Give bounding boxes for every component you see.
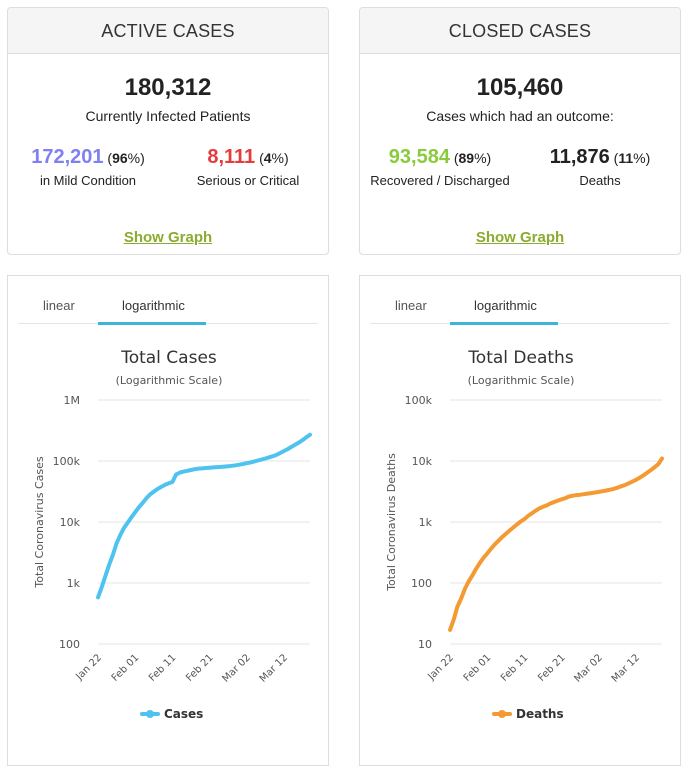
- x-tick-label: Feb 11: [499, 652, 531, 684]
- serious-value: 8,111: [207, 146, 256, 168]
- legend-label[interactable]: Deaths: [516, 707, 564, 721]
- total-cases-chart: Total Cases (Logarithmic Scale) 100 1k 10k 10…: [33, 348, 312, 721]
- closed-cases-header: CLOSED CASES: [360, 8, 680, 54]
- x-tick-label: Mar 12: [610, 652, 642, 684]
- mild-value: 172,201: [31, 146, 104, 168]
- y-tick-label: 100: [411, 577, 432, 590]
- y-tick-label: 100k: [53, 455, 81, 468]
- total-deaths-chart: Total Deaths (Logarithmic Scale) 10 100 1k 10…: [385, 348, 664, 721]
- y-axis-label: Total Coronavirus Cases: [33, 456, 46, 589]
- active-tab-indicator: [98, 322, 206, 325]
- active-total-label: Currently Infected Patients: [85, 108, 251, 124]
- x-tick-label: Feb 01: [110, 652, 142, 684]
- tab-logarithmic[interactable]: logarithmic: [122, 298, 185, 313]
- serious-label: Serious or Critical: [196, 173, 300, 188]
- y-tick-label: 100k: [405, 394, 433, 407]
- legend-label[interactable]: Cases: [164, 707, 203, 721]
- chart-title: Total Cases: [120, 348, 217, 368]
- x-tick-label: Mar 02: [221, 652, 253, 684]
- closed-cases-panel: CLOSED CASES 105,460 Cases which had an …: [359, 7, 681, 255]
- x-tick-label: Jan 22: [425, 652, 456, 683]
- x-tick-label: Jan 22: [73, 652, 104, 683]
- closed-total-label: Cases which had an outcome:: [426, 108, 614, 124]
- x-tick-label: Mar 12: [258, 652, 290, 684]
- recovered-label: Recovered / Discharged: [370, 173, 510, 188]
- chart-subtitle: (Logarithmic Scale): [468, 374, 575, 387]
- tab-linear[interactable]: linear: [395, 298, 427, 313]
- total-cases-chart-panel: linear logarithmic Total Cases (Logarithm…: [7, 275, 329, 766]
- total-deaths-chart-panel: linear logarithmic Total Deaths (Logarith…: [359, 275, 681, 766]
- chart-subtitle: (Logarithmic Scale): [116, 374, 223, 387]
- closed-total: 105,460: [476, 74, 564, 101]
- legend-marker: [146, 710, 154, 718]
- y-tick-label: 1k: [67, 577, 81, 590]
- recovered-value: 93,584: [388, 146, 450, 168]
- active-cases-header: ACTIVE CASES: [8, 8, 328, 54]
- deaths-percent: 11: [618, 150, 634, 166]
- y-tick-label: 100: [59, 638, 80, 651]
- legend-marker: [498, 710, 506, 718]
- mild-label: in Mild Condition: [39, 173, 137, 188]
- active-total: 180,312: [124, 74, 212, 101]
- mild-percent: 96: [112, 150, 128, 166]
- x-tick-label: Mar 02: [573, 652, 605, 684]
- y-tick-label: 1k: [419, 516, 433, 529]
- active-show-graph-link[interactable]: Show Graph: [123, 229, 213, 246]
- scale-tabs: linear logarithmic: [18, 276, 318, 325]
- deaths-stat: 11,876 (11%) Deaths: [520, 146, 680, 188]
- closed-show-graph-link[interactable]: Show Graph: [475, 229, 565, 246]
- recovered-stat: 93,584 (89%) Recovered / Discharged: [360, 146, 520, 188]
- y-tick-label: 10k: [412, 455, 433, 468]
- x-tick-label: Feb 01: [462, 652, 494, 684]
- tab-logarithmic[interactable]: logarithmic: [474, 298, 537, 313]
- x-tick-label: Feb 21: [184, 652, 216, 684]
- series-line: [448, 456, 664, 632]
- deaths-label: Deaths: [579, 173, 621, 188]
- y-tick-label: 1M: [64, 394, 81, 407]
- deaths-value: 11,876: [549, 146, 610, 168]
- y-tick-label: 10k: [60, 516, 81, 529]
- y-axis-label: Total Coronavirus Deaths: [385, 453, 398, 592]
- x-tick-label: Feb 11: [147, 652, 179, 684]
- chart-title: Total Deaths: [467, 348, 574, 368]
- series-line: [96, 432, 312, 600]
- x-tick-label: Feb 21: [536, 652, 568, 684]
- y-tick-label: 10: [418, 638, 432, 651]
- active-tab-indicator: [450, 322, 558, 325]
- mild-condition-stat: 172,201 (96%) in Mild Condition: [8, 146, 168, 188]
- serious-condition-stat: 8,111 (4%) Serious or Critical: [168, 146, 328, 188]
- tab-linear[interactable]: linear: [43, 298, 75, 313]
- active-cases-panel: ACTIVE CASES 180,312 Currently Infected …: [7, 7, 329, 255]
- serious-percent: 4: [263, 150, 272, 166]
- scale-tabs: linear logarithmic: [370, 276, 670, 325]
- recovered-percent: 89: [458, 150, 475, 166]
